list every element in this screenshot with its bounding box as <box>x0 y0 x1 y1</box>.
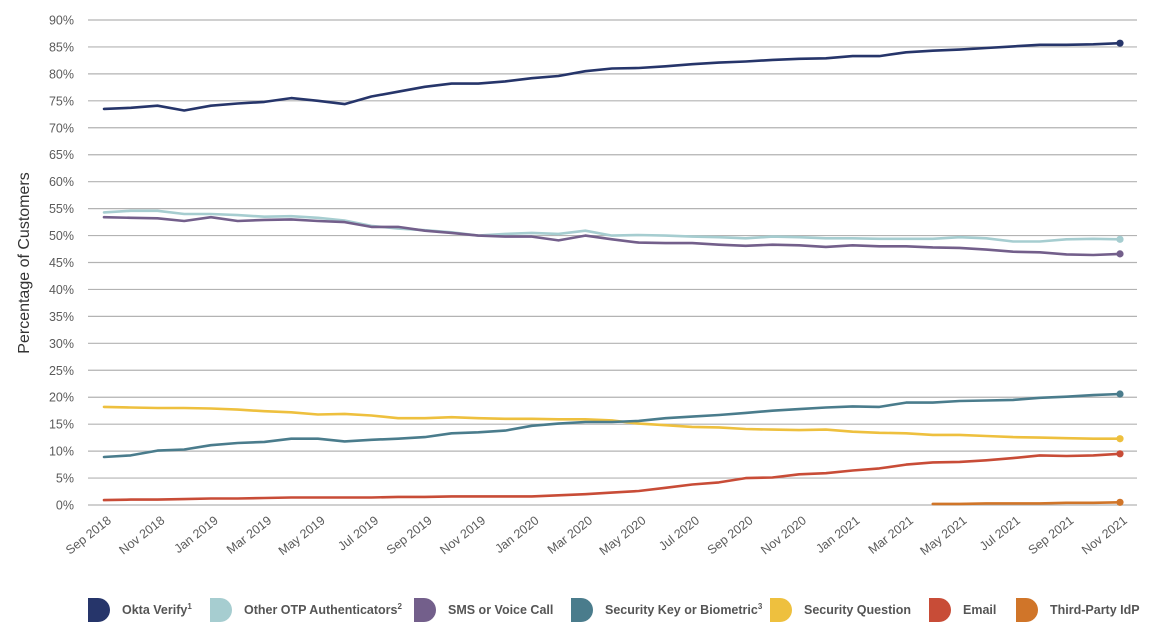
series-email <box>102 450 1124 502</box>
line-third-party-idp <box>931 501 1122 506</box>
gridlines <box>88 19 1137 506</box>
endpoint-marker <box>1116 435 1124 443</box>
x-tick-label: Jan 2019 <box>172 513 221 556</box>
legend-label: Email <box>963 603 997 617</box>
x-tick-label: Nov 2019 <box>437 513 488 557</box>
endpoint-marker <box>1116 235 1124 243</box>
y-tick-label: 70% <box>49 121 74 135</box>
x-axis-ticks: Sep 2018 Nov 2018 Jan 2019 Mar 2019 May 2019… <box>63 513 1130 558</box>
y-tick-label: 60% <box>49 175 74 189</box>
legend-label: Security Question <box>804 603 911 617</box>
x-tick-label: May 2020 <box>597 513 649 558</box>
legend-swatch <box>571 598 593 622</box>
legend-footnote: 2 <box>397 602 402 612</box>
y-tick-label: 50% <box>49 229 74 243</box>
y-tick-label: 85% <box>49 40 74 54</box>
x-tick-label: Mar 2019 <box>224 513 274 557</box>
series-okta-verify <box>102 39 1124 112</box>
y-tick-label: 75% <box>49 94 74 108</box>
series-security-question <box>102 405 1124 443</box>
y-tick-label: 45% <box>49 256 74 270</box>
line-sms-or-voice-call <box>102 215 1122 257</box>
x-tick-label: Mar 2021 <box>866 513 916 557</box>
legend-item-email: Email <box>929 597 996 623</box>
y-axis-label: Percentage of Customers <box>16 172 33 353</box>
endpoint-marker <box>1116 390 1124 398</box>
line-email <box>102 452 1122 502</box>
line-other-otp-authenticators <box>102 209 1122 243</box>
x-tick-label: Jan 2020 <box>492 513 541 556</box>
endpoint-marker <box>1116 39 1124 47</box>
legend-swatch <box>770 598 792 622</box>
series-security-key-or-biometric <box>102 390 1124 459</box>
x-tick-label: Sep 2020 <box>705 513 756 557</box>
endpoint-marker <box>1116 498 1124 506</box>
line-chart: Percentage of Customers 0% 5% 10% 15% 20% 25%… <box>16 14 1137 558</box>
legend-item-third-party-idp: Third-Party IdP <box>1016 597 1140 623</box>
legend-label: Okta Verify1 <box>122 602 192 618</box>
y-tick-label: 55% <box>49 202 74 216</box>
x-tick-label: Jul 2020 <box>656 513 702 553</box>
y-tick-label: 25% <box>49 364 74 378</box>
x-tick-label: May 2019 <box>276 513 328 558</box>
series-sms-or-voice-call <box>102 215 1124 258</box>
line-okta-verify <box>102 41 1122 112</box>
series-third-party-idp <box>931 498 1124 506</box>
series-other-otp-authenticators <box>102 209 1124 243</box>
x-tick-label: Jul 2021 <box>977 513 1023 553</box>
legend-footnote: 1 <box>187 602 192 612</box>
legend-label: Third-Party IdP <box>1050 603 1140 617</box>
legend-item-other-otp-authenticators: Other OTP Authenticators2 <box>210 597 402 623</box>
legend-label: Other OTP Authenticators2 <box>244 602 402 618</box>
legend-swatch <box>210 598 232 622</box>
x-tick-label: Nov 2020 <box>758 513 809 557</box>
legend: Okta Verify1 Other OTP Authenticators2 SMS… <box>0 597 1168 627</box>
legend-item-okta-verify: Okta Verify1 <box>88 597 192 623</box>
y-tick-label: 90% <box>49 14 74 28</box>
x-tick-label: Sep 2021 <box>1026 513 1077 557</box>
endpoint-marker <box>1116 450 1124 458</box>
line-security-question <box>102 405 1122 440</box>
y-tick-label: 15% <box>49 418 74 432</box>
x-tick-label: Mar 2020 <box>545 513 595 557</box>
y-tick-label: 0% <box>56 499 74 513</box>
legend-swatch <box>1016 598 1038 622</box>
y-tick-label: 80% <box>49 67 74 81</box>
x-tick-label: Nov 2021 <box>1079 513 1130 557</box>
legend-item-security-question: Security Question <box>770 597 911 623</box>
y-tick-label: 40% <box>49 283 74 297</box>
x-tick-label: Jan 2021 <box>813 513 862 556</box>
series-lines <box>102 39 1124 506</box>
legend-swatch <box>88 598 110 622</box>
y-tick-label: 10% <box>49 445 74 459</box>
legend-item-sms-or-voice-call: SMS or Voice Call <box>414 597 553 623</box>
legend-footnote: 3 <box>757 602 763 612</box>
x-tick-label: Jul 2019 <box>335 513 381 553</box>
x-tick-label: May 2021 <box>918 513 970 558</box>
y-tick-label: 65% <box>49 148 74 162</box>
y-tick-label: 20% <box>49 391 74 405</box>
legend-swatch <box>414 598 436 622</box>
x-tick-label: Nov 2018 <box>117 513 168 557</box>
y-axis-ticks: 0% 5% 10% 15% 20% 25% 30% 35% 40% 45% 50% 55% 60% 65%… <box>49 14 74 513</box>
y-tick-label: 30% <box>49 337 74 351</box>
y-tick-label: 5% <box>56 472 74 486</box>
legend-label: Security Key or Biometric3 <box>605 602 763 618</box>
legend-label: SMS or Voice Call <box>448 603 554 617</box>
line-security-key-or-biometric <box>102 392 1122 459</box>
y-tick-label: 35% <box>49 310 74 324</box>
x-tick-label: Sep 2019 <box>384 513 435 557</box>
endpoint-marker <box>1116 250 1124 258</box>
x-tick-label: Sep 2018 <box>63 513 114 557</box>
legend-swatch <box>929 598 951 622</box>
legend-item-security-key-or-biometric: Security Key or Biometric3 <box>571 597 762 623</box>
